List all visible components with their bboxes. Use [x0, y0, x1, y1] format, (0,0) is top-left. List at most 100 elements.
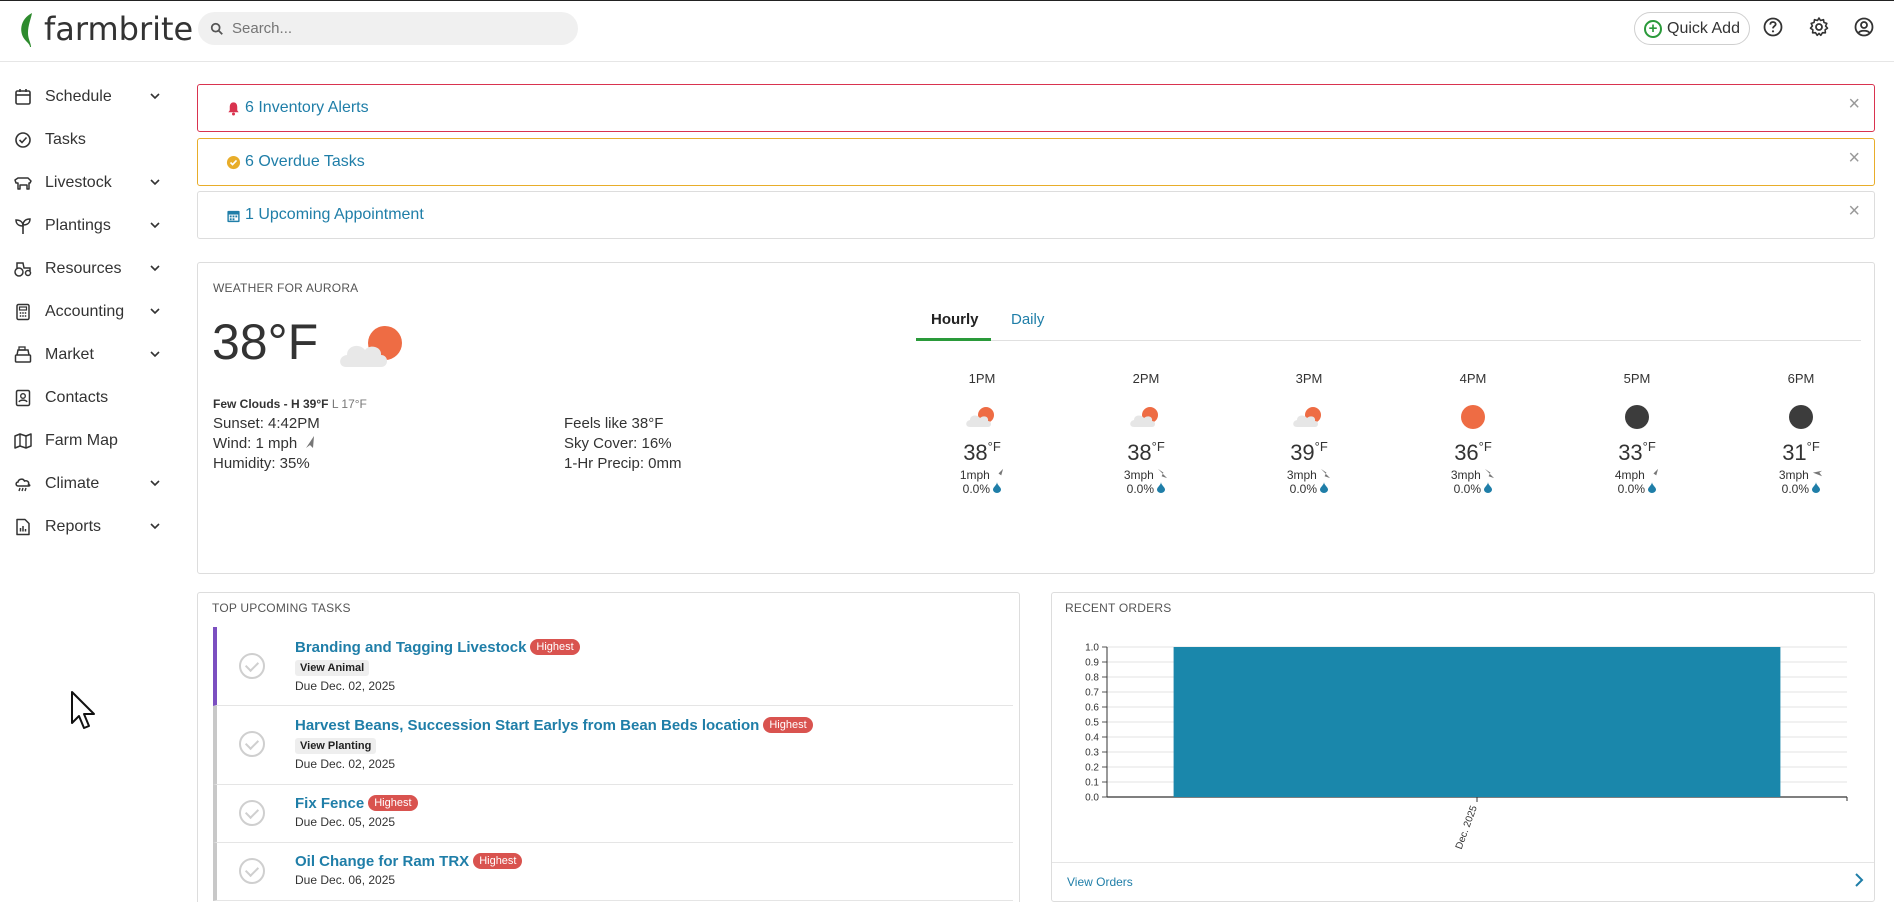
search-input[interactable] — [232, 20, 552, 37]
weather-card: WEATHER FOR AURORA 38°F Few Clouds - H 3… — [197, 262, 1875, 574]
inventory-alerts-banner[interactable]: 6 Inventory Alerts × — [197, 84, 1875, 132]
search-icon — [210, 22, 223, 35]
partly-cloudy-icon — [1293, 407, 1321, 427]
moon-icon — [1789, 405, 1813, 429]
complete-task-checkbox[interactable] — [239, 858, 265, 884]
contact-card-icon — [15, 389, 31, 406]
complete-task-checkbox[interactable] — [239, 800, 265, 826]
view-animal-link[interactable]: View Animal — [295, 660, 370, 676]
help-icon[interactable] — [1762, 16, 1784, 38]
check-circle-icon — [226, 155, 241, 169]
hourly-forecast-item: 6PM 31°F 3mph 0.0% — [1741, 371, 1861, 496]
hour-precip-value: 0.0% — [1617, 482, 1645, 496]
chevron-down-icon — [150, 523, 160, 530]
chevron-down-icon — [150, 222, 160, 229]
upcoming-tasks-card: TOP UPCOMING TASKS Branding and Tagging … — [197, 592, 1020, 902]
upcoming-appointment-banner[interactable]: 1 Upcoming Appointment × — [197, 191, 1875, 239]
upcoming-appointment-link[interactable]: 1 Upcoming Appointment — [245, 206, 424, 223]
hour-precip-value: 0.0% — [1781, 482, 1809, 496]
task-link[interactable]: Fix Fence — [295, 795, 365, 812]
sidebar-nav: Schedule Tasks Livestock Plantings Resou… — [0, 75, 180, 548]
moon-icon — [1625, 405, 1649, 429]
quick-add-button[interactable]: + Quick Add — [1634, 12, 1750, 45]
y-tick-label: 0.9 — [1085, 658, 1099, 669]
user-account-icon[interactable] — [1853, 16, 1875, 38]
sidebar-item-livestock[interactable]: Livestock — [0, 161, 180, 204]
sidebar-item-farm-map[interactable]: Farm Map — [0, 419, 180, 462]
hour-temp: 33°F — [1577, 439, 1697, 466]
hour-wind: 3mph — [1741, 468, 1861, 482]
search-box[interactable] — [198, 12, 578, 45]
y-tick-label: 0.4 — [1085, 733, 1099, 744]
sidebar-item-contacts[interactable]: Contacts — [0, 376, 180, 419]
hour-precip: 0.0% — [1577, 482, 1697, 496]
task-link[interactable]: Harvest Beans, Succession Start Earlys f… — [295, 717, 760, 734]
wind-text: Wind: 1 mph — [213, 435, 316, 452]
task-name: Harvest Beans, Succession Start Earlys f… — [295, 717, 813, 734]
chevron-right-icon[interactable] — [1852, 873, 1866, 887]
farmbrite-logo[interactable]: farmbrite — [18, 9, 193, 49]
hour-label: 3PM — [1295, 371, 1323, 386]
task-name: Fix Fence Highest — [295, 795, 418, 812]
hourly-forecast-item: 2PM 38°F 3mph 0.0% — [1086, 371, 1206, 496]
hour-precip-value: 0.0% — [1289, 482, 1317, 496]
hour-label: 4PM — [1459, 371, 1487, 386]
hourly-forecast-item: 5PM 33°F 4mph 0.0% — [1577, 371, 1697, 496]
sidebar-item-accounting[interactable]: Accounting — [0, 290, 180, 333]
hour-temp: 31°F — [1741, 439, 1861, 466]
sidebar-item-market[interactable]: Market — [0, 333, 180, 376]
hour-precip-value: 0.0% — [962, 482, 990, 496]
hour-temp-value: 31 — [1782, 440, 1807, 465]
sidebar-item-reports[interactable]: Reports — [0, 505, 180, 548]
tab-daily[interactable]: Daily — [1011, 311, 1045, 328]
close-icon[interactable]: × — [1848, 93, 1860, 115]
raindrop-icon — [1157, 482, 1166, 493]
wind-direction-icon — [1649, 468, 1659, 479]
sidebar-item-label: Plantings — [45, 216, 111, 234]
sidebar-item-climate[interactable]: Climate — [0, 462, 180, 505]
priority-badge: Highest — [763, 717, 813, 733]
hour-wind-value: 4mph — [1614, 468, 1645, 482]
raindrop-icon — [1812, 482, 1821, 493]
precip-text: 1-Hr Precip: 0mm — [564, 455, 682, 472]
sidebar-item-label: Reports — [45, 517, 102, 535]
sidebar-item-schedule[interactable]: Schedule — [0, 75, 180, 118]
task-link[interactable]: Branding and Tagging Livestock — [295, 639, 527, 656]
sidebar-item-resources[interactable]: Resources — [0, 247, 180, 290]
gear-icon[interactable] — [1808, 16, 1830, 38]
hour-wind-value: 1mph — [959, 468, 990, 482]
view-planting-link[interactable]: View Planting — [295, 738, 377, 754]
orders-footer: View Orders — [1052, 862, 1874, 900]
sidebar-item-plantings[interactable]: Plantings — [0, 204, 180, 247]
y-tick-label: 0.2 — [1085, 763, 1099, 774]
hour-wind: 3mph — [1086, 468, 1206, 482]
forecast-tabs: Hourly Daily — [916, 301, 1861, 341]
hour-temp: 39°F — [1249, 439, 1369, 466]
close-icon[interactable]: × — [1848, 147, 1860, 169]
hour-wind-value: 3mph — [1778, 468, 1809, 482]
tab-hourly[interactable]: Hourly — [916, 301, 991, 341]
weather-title: WEATHER FOR AURORA — [213, 281, 359, 295]
priority-badge: Highest — [368, 795, 418, 811]
temp-unit: °F — [1151, 439, 1165, 454]
hour-label: 1PM — [968, 371, 996, 386]
view-orders-link[interactable]: View Orders — [1067, 875, 1133, 889]
hour-wind: 1mph — [922, 468, 1042, 482]
temp-unit: °F — [1314, 439, 1328, 454]
recent-orders-chart: 0.0 0.1 0.2 0.3 0.4 0.5 0.6 0.7 0.8 0.9 1.0 Dec. 20… — [1085, 643, 1848, 851]
complete-task-checkbox[interactable] — [239, 731, 265, 757]
complete-task-checkbox[interactable] — [239, 653, 265, 679]
hourly-forecast-item: 4PM 36°F 3mph 0.0% — [1413, 371, 1533, 496]
partly-cloudy-icon — [340, 326, 402, 367]
overdue-tasks-link[interactable]: 6 Overdue Tasks — [245, 153, 365, 170]
close-icon[interactable]: × — [1848, 200, 1860, 222]
wind-value: Wind: 1 mph — [213, 435, 298, 452]
overdue-tasks-banner[interactable]: 6 Overdue Tasks × — [197, 138, 1875, 186]
hour-wind: 4mph — [1577, 468, 1697, 482]
sidebar-item-tasks[interactable]: Tasks — [0, 118, 180, 161]
task-link[interactable]: Oil Change for Ram TRX — [295, 853, 470, 870]
y-tick-label: 0.1 — [1085, 778, 1099, 789]
inventory-alerts-link[interactable]: 6 Inventory Alerts — [245, 99, 369, 116]
hour-temp-value: 36 — [1454, 440, 1479, 465]
wind-direction-icon — [306, 436, 315, 448]
